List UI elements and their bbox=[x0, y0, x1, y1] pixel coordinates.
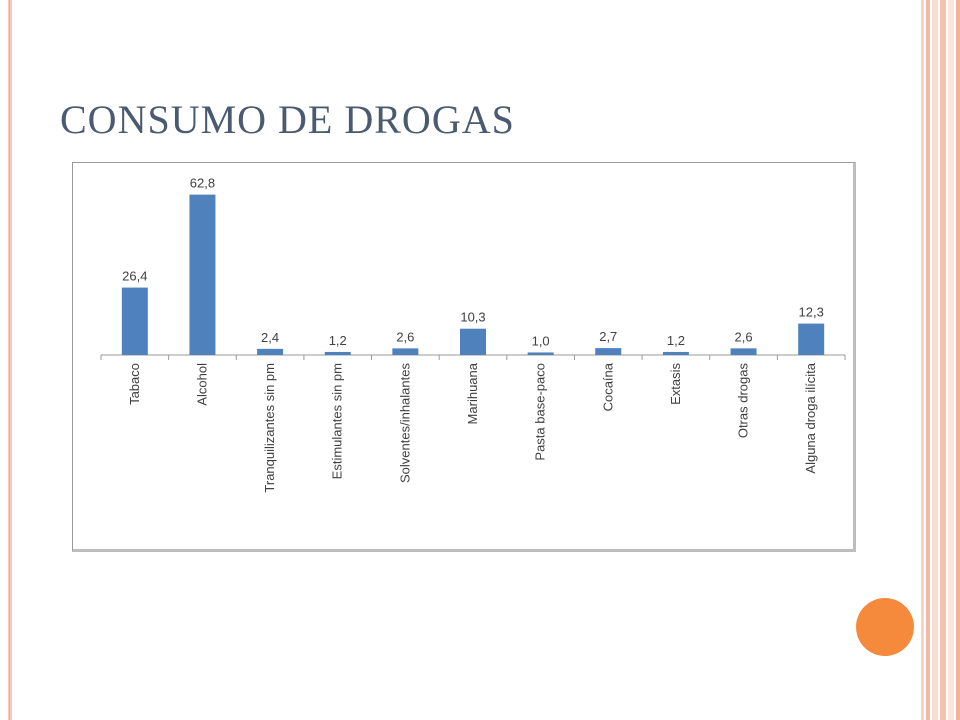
data-label: 10,3 bbox=[460, 310, 485, 325]
category-label: Otras drogas bbox=[736, 363, 751, 439]
data-label: 2,6 bbox=[735, 329, 753, 344]
category-label: Tabaco bbox=[127, 363, 142, 405]
category-label: Pasta base-paco bbox=[533, 363, 548, 461]
bar bbox=[730, 348, 757, 355]
bar bbox=[798, 323, 825, 355]
data-label: 2,7 bbox=[599, 329, 617, 344]
bar bbox=[595, 348, 622, 355]
bar bbox=[324, 351, 351, 355]
bar bbox=[257, 348, 284, 355]
data-label: 26,4 bbox=[122, 269, 147, 284]
data-label: 12,3 bbox=[799, 305, 824, 320]
chart-frame: 26,4 Tabaco 62,8 Alcohol 2,4 Tranquilizantes … bbox=[72, 162, 856, 552]
data-label: 2,4 bbox=[261, 330, 279, 345]
right-decorative-stripes bbox=[916, 0, 960, 720]
bar bbox=[121, 287, 148, 355]
data-label: 62,8 bbox=[190, 176, 215, 191]
slide-title: CONSUMO DE DROGAS bbox=[60, 97, 515, 142]
category-label: Alguna droga ilícita bbox=[803, 362, 818, 473]
orange-circle-decoration bbox=[856, 598, 914, 656]
bar bbox=[189, 194, 216, 355]
category-label: Extasis bbox=[668, 363, 683, 405]
bar-chart: 26,4 Tabaco 62,8 Alcohol 2,4 Tranquilizantes … bbox=[100, 176, 846, 493]
category-label: Alcohol bbox=[194, 363, 209, 406]
category-label: Estimulantes sin pm bbox=[330, 363, 345, 479]
data-label: 1,2 bbox=[329, 333, 347, 348]
bar bbox=[392, 348, 419, 355]
bar bbox=[460, 328, 486, 355]
category-label: Marihuana bbox=[465, 362, 480, 424]
bar bbox=[527, 352, 554, 355]
data-label: 1,2 bbox=[667, 333, 685, 348]
category-label: Tranquilizantes sin pm bbox=[262, 363, 277, 493]
category-label: Cocaína bbox=[600, 362, 615, 411]
data-label: 2,6 bbox=[396, 329, 414, 344]
bar bbox=[662, 351, 689, 355]
left-decorative-rule bbox=[8, 0, 12, 720]
category-label: Solventes/inhalantes bbox=[397, 363, 412, 483]
data-label: 1,0 bbox=[532, 333, 550, 348]
